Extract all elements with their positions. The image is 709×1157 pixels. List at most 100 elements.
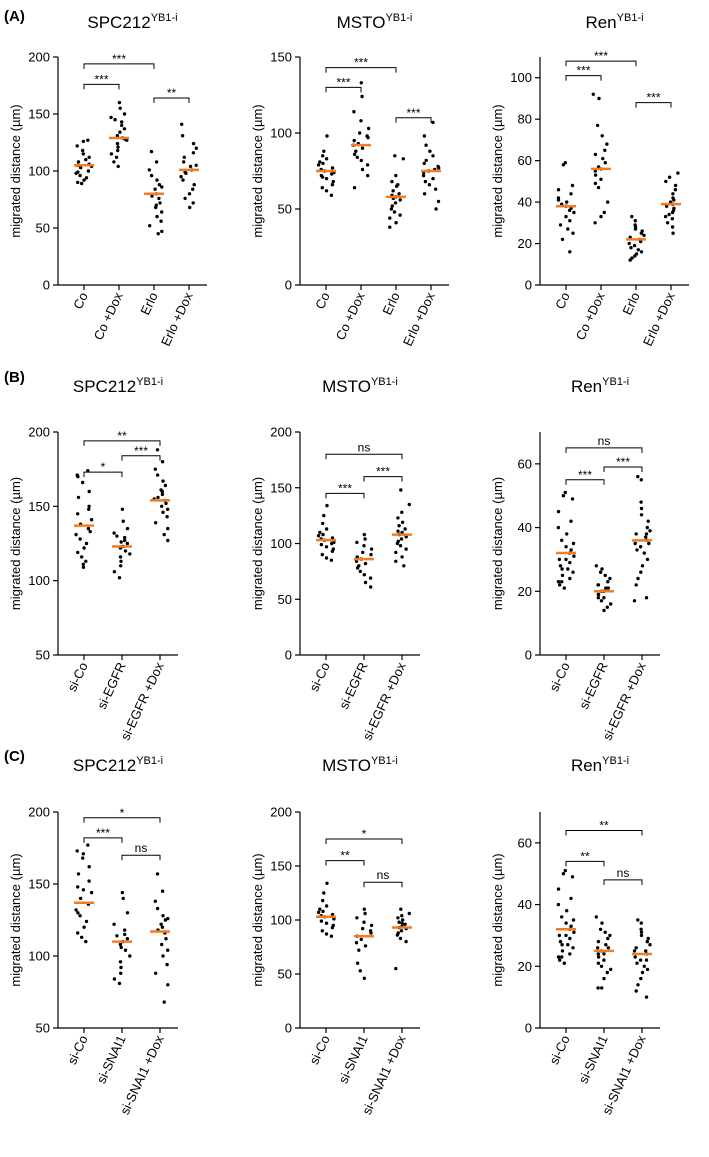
data-point xyxy=(564,214,568,219)
data-point xyxy=(76,872,81,876)
data-point xyxy=(330,183,335,187)
data-point xyxy=(330,172,334,176)
significance-bracket xyxy=(83,817,161,823)
data-point xyxy=(354,941,359,945)
data-point xyxy=(667,175,672,179)
data-point xyxy=(355,540,359,545)
data-point xyxy=(633,254,637,258)
data-point xyxy=(602,596,606,600)
data-point xyxy=(318,907,322,911)
data-point xyxy=(398,936,403,941)
data-point xyxy=(115,141,120,146)
chart-B-MSTO: MSTOYB1-i migrated distance (µm) 0 50 100 150… xyxy=(250,376,420,743)
data-point xyxy=(634,583,638,587)
data-point xyxy=(422,161,426,166)
data-point xyxy=(363,561,368,566)
data-point xyxy=(164,937,168,941)
data-point xyxy=(642,964,646,968)
panel-letter: (B) xyxy=(4,369,25,386)
data-point xyxy=(396,916,400,920)
data-point xyxy=(596,986,600,990)
data-point xyxy=(122,127,127,131)
data-point xyxy=(115,934,119,938)
data-point xyxy=(628,258,632,262)
data-point xyxy=(76,885,80,889)
data-point xyxy=(648,529,652,533)
data-point xyxy=(352,186,357,190)
data-point xyxy=(639,250,644,254)
data-point xyxy=(399,537,404,541)
data-point xyxy=(394,559,398,563)
y-tick-label: 100 xyxy=(28,164,50,179)
data-point xyxy=(81,139,86,144)
significance-bracket xyxy=(565,447,643,453)
category-label: Erlo +Dox xyxy=(640,289,678,348)
significance-bracket xyxy=(83,837,123,843)
data-point xyxy=(632,243,637,248)
y-tick-label: 150 xyxy=(28,499,50,514)
data-point xyxy=(363,580,368,585)
data-point xyxy=(125,937,130,941)
data-point xyxy=(633,955,637,959)
chart-C-Ren: RenYB1-i migrated distance (µm) 0 20 40 60 si-… xyxy=(490,755,660,1117)
data-point xyxy=(78,173,82,178)
data-point xyxy=(360,146,365,150)
y-tick-label: 200 xyxy=(270,805,292,820)
data-point xyxy=(396,516,400,520)
data-point xyxy=(82,546,86,550)
data-point xyxy=(564,557,568,562)
data-point xyxy=(117,576,122,580)
data-point xyxy=(591,92,595,97)
data-point xyxy=(321,898,325,903)
data-point xyxy=(560,567,564,571)
data-point xyxy=(557,557,562,562)
y-tick-label: 0 xyxy=(525,278,532,293)
data-point xyxy=(431,154,435,158)
data-point xyxy=(112,977,117,981)
data-point xyxy=(183,170,187,174)
y-tick-label: 50 xyxy=(36,221,50,236)
data-point xyxy=(330,549,335,553)
data-point xyxy=(119,559,123,563)
category-label: si-EGFR xyxy=(336,660,371,712)
y-tick-label: 0 xyxy=(43,278,50,293)
data-point xyxy=(182,155,186,159)
data-point xyxy=(568,250,572,254)
data-point xyxy=(81,888,86,892)
category-label: si-EGFR xyxy=(576,660,611,712)
y-axis-label: migrated distance (µm) xyxy=(490,853,505,986)
y-tick-label: 20 xyxy=(518,584,532,599)
data-point xyxy=(558,939,563,944)
data-point xyxy=(638,958,643,962)
data-point xyxy=(321,909,325,914)
data-point xyxy=(87,155,91,159)
data-point xyxy=(634,989,638,993)
data-point xyxy=(402,564,406,568)
y-axis-label: migrated distance (µm) xyxy=(8,104,23,237)
y-tick-label: 200 xyxy=(28,425,50,440)
data-point xyxy=(565,909,569,913)
data-point xyxy=(569,519,573,523)
category-label: Co +Dox xyxy=(333,289,368,342)
y-tick-label: 60 xyxy=(518,153,532,168)
data-point xyxy=(332,917,336,921)
y-tick-label: 200 xyxy=(270,425,292,440)
data-point xyxy=(404,547,408,551)
data-point xyxy=(407,911,411,916)
data-point xyxy=(437,166,441,170)
data-point xyxy=(115,134,120,138)
data-point xyxy=(602,952,606,956)
y-tick-label: 150 xyxy=(28,107,50,122)
y-tick-label: 60 xyxy=(518,835,532,850)
data-point xyxy=(355,155,359,159)
significance-label: *** xyxy=(578,468,592,482)
y-tick-label: 150 xyxy=(270,859,292,874)
data-point xyxy=(192,183,196,187)
data-point xyxy=(597,96,601,101)
data-point xyxy=(86,526,91,531)
data-point xyxy=(160,460,165,464)
data-point xyxy=(639,478,643,482)
data-point xyxy=(633,227,638,231)
data-point xyxy=(598,570,603,574)
